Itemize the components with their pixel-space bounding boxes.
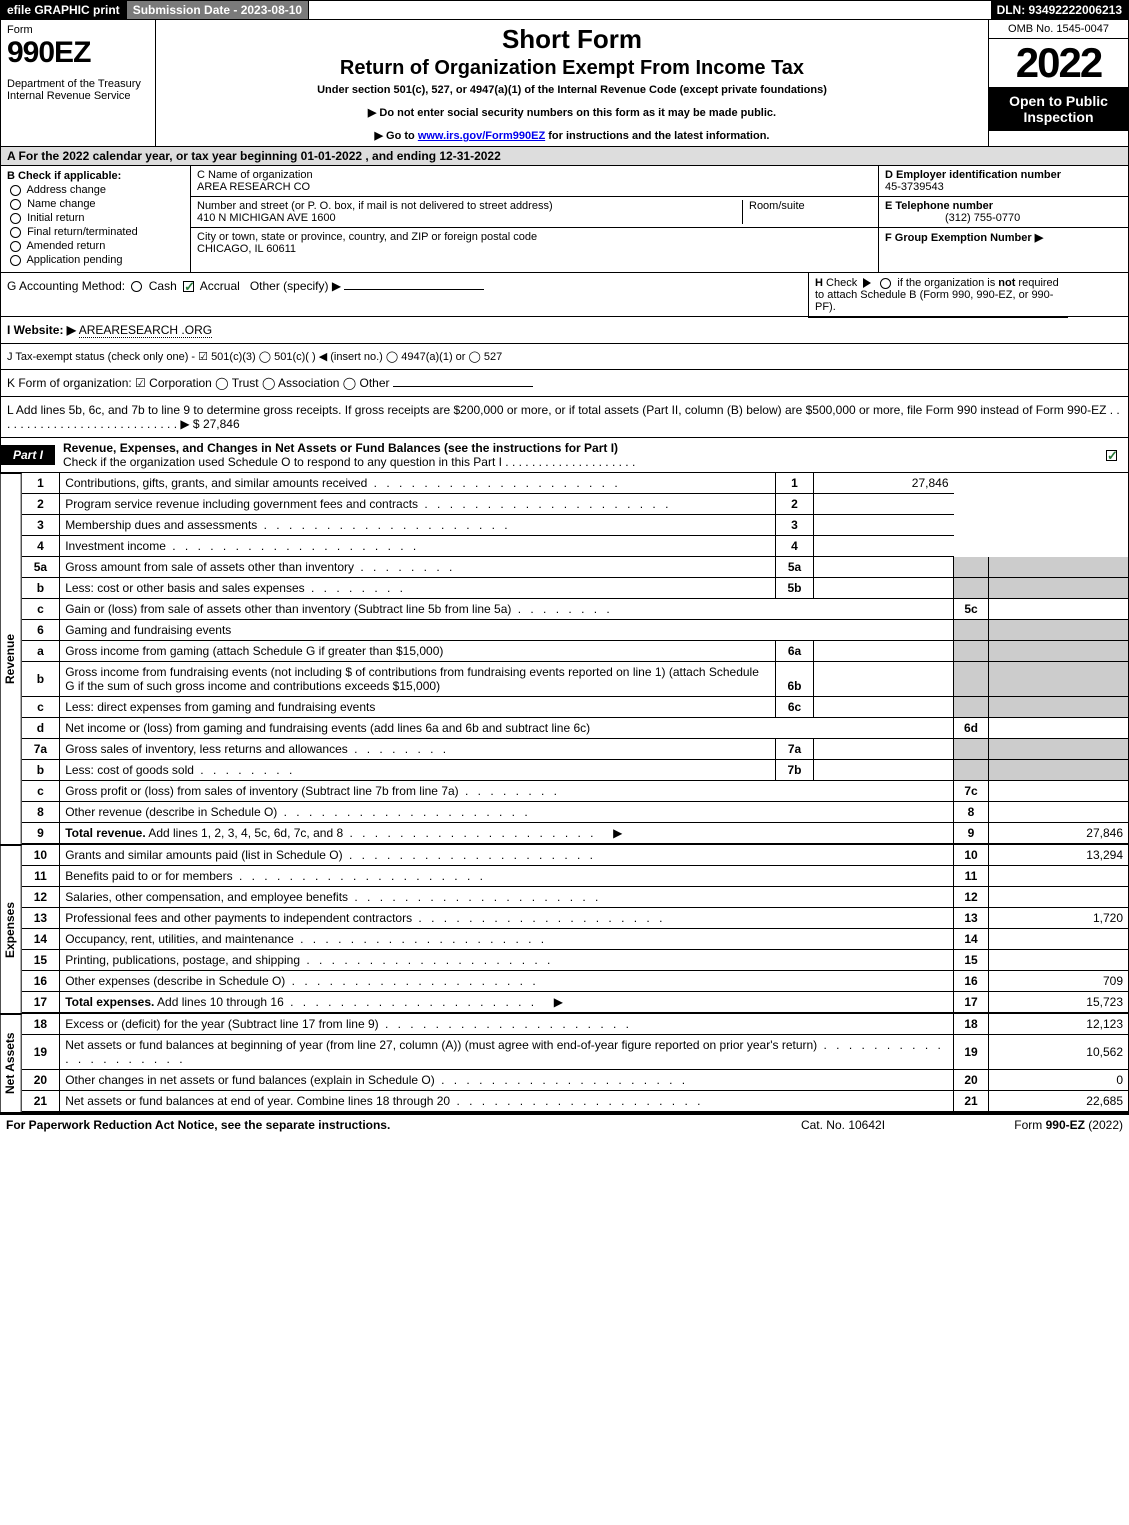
omb-number: OMB No. 1545-0047 (989, 20, 1128, 39)
c-street-label: Number and street (or P. O. box, if mail… (197, 200, 742, 212)
efile-label[interactable]: efile GRAPHIC print (1, 1, 127, 19)
tax-year: 2022 (989, 39, 1128, 87)
revenue-group: Revenue 1Contributions, gifts, grants, a… (0, 473, 1129, 845)
chk-address-change[interactable]: Address change (7, 184, 184, 196)
row-i: I Website: ▶ AREARESEARCH .ORG (0, 317, 1129, 344)
note-1: ▶ Do not enter social security numbers o… (164, 106, 980, 119)
note-2: ▶ Go to www.irs.gov/Form990EZ for instru… (164, 129, 980, 142)
chk-name-change[interactable]: Name change (7, 198, 184, 210)
submission-date: Submission Date - 2023-08-10 (127, 1, 309, 19)
line13-amount: 1,720 (989, 908, 1129, 929)
i-website[interactable]: AREARESEARCH .ORG (79, 323, 212, 338)
section-b-c-d: B Check if applicable: Address change Na… (0, 166, 1129, 273)
c-city-label: City or town, state or province, country… (197, 231, 872, 243)
d-ein-label: D Employer identification number (885, 169, 1061, 181)
d-ein: 45-3739543 (885, 181, 944, 193)
line21-amount: 22,685 (989, 1091, 1129, 1112)
irs-link[interactable]: www.irs.gov/Form990EZ (418, 130, 545, 142)
part1-title: Revenue, Expenses, and Changes in Net As… (55, 438, 1095, 472)
c-city: CHICAGO, IL 60611 (197, 243, 872, 255)
dept-label: Department of the Treasury Internal Reve… (7, 78, 149, 102)
chk-final-return[interactable]: Final return/terminated (7, 226, 184, 238)
row-l: L Add lines 5b, 6c, and 7b to line 9 to … (0, 397, 1129, 438)
line18-amount: 12,123 (989, 1014, 1129, 1035)
c-street: 410 N MICHIGAN AVE 1600 (197, 212, 742, 224)
dln: DLN: 93492222006213 (991, 1, 1128, 19)
g-label: G Accounting Method: (7, 279, 125, 293)
d-grp-label: F Group Exemption Number ▶ (885, 232, 1043, 244)
part1-bar: Part I Revenue, Expenses, and Changes in… (0, 438, 1129, 473)
g-other-input[interactable] (344, 289, 484, 290)
c-room-label: Room/suite (742, 200, 872, 224)
chk-amended-return[interactable]: Amended return (7, 240, 184, 252)
expenses-label: Expenses (0, 845, 22, 1013)
revenue-label: Revenue (0, 473, 22, 844)
c-name-label: C Name of organization (197, 169, 872, 181)
b-label: B Check if applicable: (7, 170, 121, 182)
part1-schedule-o-check[interactable] (1106, 450, 1117, 461)
open-inspection: Open to Public Inspection (989, 87, 1128, 131)
footer-left: For Paperwork Reduction Act Notice, see … (6, 1118, 743, 1132)
h-box: H Check if the organization is not requi… (808, 273, 1068, 318)
line1-amount: 27,846 (814, 473, 954, 494)
form-number: 990EZ (7, 36, 149, 70)
header-right: OMB No. 1545-0047 2022 Open to Public In… (988, 20, 1128, 146)
col-b: B Check if applicable: Address change Na… (1, 166, 191, 272)
d-tel: (312) 755-0770 (885, 212, 1020, 224)
chk-application-pending[interactable]: Application pending (7, 254, 184, 266)
top-bar: efile GRAPHIC print Submission Date - 20… (0, 0, 1129, 20)
row-a: A For the 2022 calendar year, or tax yea… (0, 147, 1129, 166)
part1-tab: Part I (1, 445, 55, 465)
title-short: Short Form (164, 24, 980, 55)
line9-amount: 27,846 (989, 823, 1129, 844)
footer-center: Cat. No. 10642I (743, 1118, 943, 1132)
line19-amount: 10,562 (989, 1035, 1129, 1070)
l-value: 27,846 (203, 417, 240, 431)
line16-amount: 709 (989, 971, 1129, 992)
row-k: K Form of organization: ☑ Corporation ◯ … (0, 370, 1129, 397)
netassets-label: Net Assets (0, 1014, 22, 1112)
netassets-group: Net Assets 18Excess or (deficit) for the… (0, 1014, 1129, 1114)
c-name: AREA RESEARCH CO (197, 181, 872, 193)
page-footer: For Paperwork Reduction Act Notice, see … (0, 1114, 1129, 1135)
header-center: Short Form Return of Organization Exempt… (156, 20, 988, 146)
col-c: C Name of organization AREA RESEARCH CO … (191, 166, 878, 272)
footer-right: Form 990-EZ (2022) (943, 1118, 1123, 1132)
form-header: Form 990EZ Department of the Treasury In… (0, 20, 1129, 147)
title-long: Return of Organization Exempt From Incom… (164, 57, 980, 80)
row-j: J Tax-exempt status (check only one) - ☑… (0, 344, 1129, 370)
g-accrual-check[interactable] (183, 281, 194, 292)
subtitle: Under section 501(c), 527, or 4947(a)(1)… (164, 84, 980, 96)
header-left: Form 990EZ Department of the Treasury In… (1, 20, 156, 146)
i-label: I Website: ▶ (7, 323, 76, 337)
line10-amount: 13,294 (989, 845, 1129, 866)
form-label: Form (7, 24, 149, 36)
col-d: D Employer identification number45-37395… (878, 166, 1128, 272)
line20-amount: 0 (989, 1070, 1129, 1091)
row-g-h: G Accounting Method: Cash Accrual Other … (0, 273, 1129, 317)
arrow-icon (863, 278, 871, 288)
expenses-group: Expenses 10Grants and similar amounts pa… (0, 845, 1129, 1014)
g-cash-radio[interactable] (131, 281, 142, 292)
d-tel-label: E Telephone number (885, 200, 993, 212)
k-other-input[interactable] (393, 386, 533, 387)
chk-initial-return[interactable]: Initial return (7, 212, 184, 224)
h-check[interactable] (880, 278, 891, 289)
line17-amount: 15,723 (989, 992, 1129, 1013)
